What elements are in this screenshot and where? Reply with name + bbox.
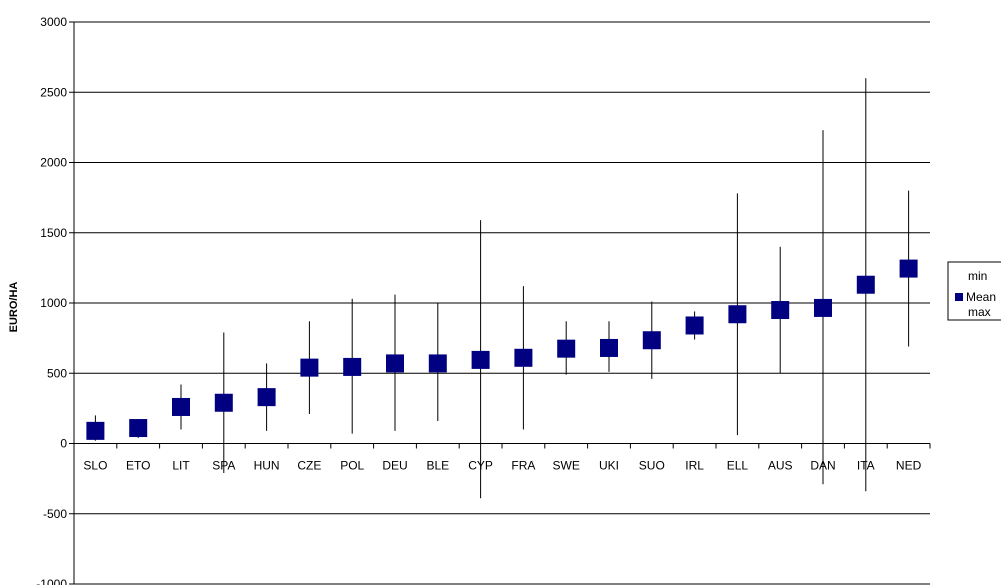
mean-marker	[557, 340, 575, 358]
mean-marker	[857, 276, 875, 294]
mean-marker	[386, 354, 404, 372]
mean-marker	[643, 331, 661, 349]
x-tick-label: POL	[340, 459, 364, 473]
x-tick-label: LIT	[172, 459, 190, 473]
y-tick-label: 1000	[40, 296, 67, 310]
mean-marker	[129, 419, 147, 437]
mean-marker	[814, 299, 832, 317]
mean-marker	[514, 349, 532, 367]
x-tick-label: UKI	[599, 459, 619, 473]
legend: min Mean max	[948, 262, 1001, 320]
mean-marker	[728, 305, 746, 323]
y-axis: -1000 -500 0 500 1000 1500 2000 2500 3000	[36, 15, 74, 585]
mean-marker	[429, 354, 447, 372]
y-axis-label: EURO/HA	[8, 282, 20, 333]
x-tick-label: SUO	[639, 459, 665, 473]
x-tick-label: HUN	[254, 459, 280, 473]
legend-label-min: min	[968, 269, 987, 283]
x-tick-label: DEU	[382, 459, 407, 473]
y-tick-label: 1500	[40, 226, 67, 240]
y-tick-label: 500	[47, 366, 67, 380]
x-tick-label: CZE	[297, 459, 321, 473]
y-tick-label: 2000	[40, 156, 67, 170]
mean-marker	[900, 260, 918, 278]
error-bars	[95, 78, 908, 498]
mean-marker	[472, 351, 490, 369]
x-axis: SLO ETO LIT SPA HUN CZE POL DEU BLE CYP FRA SWE UKI S…	[74, 444, 930, 473]
y-tick-label: 3000	[40, 15, 67, 29]
mean-marker	[343, 358, 361, 376]
x-tick-label: NED	[896, 459, 922, 473]
mean-marker	[300, 359, 318, 377]
legend-label-max: max	[968, 305, 991, 319]
x-tick-label: SLO	[83, 459, 107, 473]
mean-marker	[215, 394, 233, 412]
mean-marker	[258, 388, 276, 406]
mean-marker	[686, 316, 704, 334]
mean-marker	[172, 398, 190, 416]
mean-marker	[86, 422, 104, 440]
y-tick-label: -1000	[36, 577, 67, 585]
y-tick-label: -500	[43, 507, 67, 521]
gridlines	[74, 22, 930, 584]
y-tick-label: 0	[60, 437, 67, 451]
x-tick-label: ETO	[126, 459, 150, 473]
legend-label-mean: Mean	[966, 290, 996, 304]
mean-marker	[600, 339, 618, 357]
legend-marker-mean	[955, 293, 963, 301]
x-tick-label: FRA	[511, 459, 535, 473]
mean-markers	[86, 260, 917, 440]
x-tick-label: SWE	[553, 459, 580, 473]
x-tick-label: AUS	[768, 459, 793, 473]
x-tick-label: BLE	[426, 459, 449, 473]
x-tick-label: ELL	[727, 459, 749, 473]
y-tick-label: 2500	[40, 85, 67, 99]
mean-marker	[771, 301, 789, 319]
x-tick-label: IRL	[685, 459, 704, 473]
